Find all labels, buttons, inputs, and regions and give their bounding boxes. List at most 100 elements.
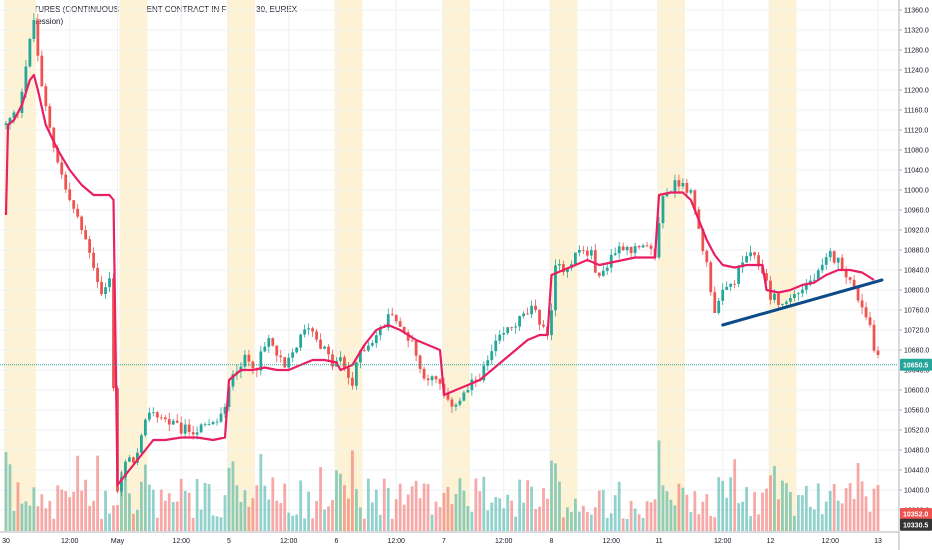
volume-bar-150 <box>601 489 605 531</box>
candle-body-16 <box>68 189 72 201</box>
price-tag-0: 10650.5 <box>900 358 932 371</box>
y-tick-label-24: 10400.0 <box>904 488 929 495</box>
volume-bar-27 <box>112 505 115 531</box>
candle-body-19 <box>80 216 84 231</box>
candle-body-215 <box>860 300 864 308</box>
candle-body-2 <box>12 112 16 119</box>
x-tick-label-7: 12:00 <box>387 538 405 545</box>
candle-body-51 <box>207 424 211 425</box>
volume-bar-120 <box>482 476 486 531</box>
candle-body-54 <box>219 413 223 422</box>
candle-body-56 <box>227 386 231 407</box>
volume-bar-72 <box>291 515 295 531</box>
volume-bar-98 <box>394 499 398 531</box>
candle-body-68 <box>275 345 279 356</box>
candle-body-41 <box>167 419 171 425</box>
volume-bar-207 <box>828 490 832 531</box>
candle-body-175 <box>701 228 705 252</box>
candle-body-160 <box>641 245 645 248</box>
candle-body-211 <box>844 270 848 278</box>
candle-body-198 <box>792 293 796 298</box>
time-axis[interactable]: 30 12:00 May 12:00 5 12:00 6 12:00 7 12:00 8 12:00 1… <box>0 531 899 545</box>
price-tag-1: 10352.0 <box>900 508 932 520</box>
volume-bar-105 <box>422 483 426 531</box>
session-band-3 <box>334 0 363 531</box>
volume-bar-216 <box>864 496 868 531</box>
candle-body-91 <box>366 345 370 351</box>
volume-bar-138 <box>554 463 557 531</box>
volume-bar-149 <box>597 490 601 531</box>
candle-body-40 <box>163 417 167 420</box>
candle-body-155 <box>621 246 625 251</box>
volume-bar-217 <box>868 511 872 531</box>
volume-bar-66 <box>267 499 271 531</box>
candle-body-55 <box>223 406 227 414</box>
volume-bar-153 <box>613 495 617 531</box>
candle-body-159 <box>637 246 641 248</box>
candle-body-8 <box>36 19 40 56</box>
candle-body-143 <box>573 252 577 265</box>
candle-body-214 <box>856 286 860 301</box>
candle-body-72 <box>291 352 295 358</box>
candle-body-81 <box>327 346 330 355</box>
trendline[interactable] <box>721 278 884 327</box>
volume-bar-2 <box>12 510 16 531</box>
volume-bar-179 <box>717 477 721 531</box>
volume-bar-171 <box>685 494 689 531</box>
candle-body-5 <box>24 66 28 92</box>
volume-bar-173 <box>693 491 697 531</box>
volume-bar-103 <box>414 480 418 531</box>
y-tick-label-11: 10920.0 <box>904 228 929 235</box>
volume-bar-26 <box>108 513 111 531</box>
candle-body-162 <box>649 245 653 249</box>
volume-bar-191 <box>765 488 768 531</box>
candle-body-77 <box>311 328 314 332</box>
candle-body-209 <box>836 257 840 263</box>
volume-bar-49 <box>199 509 203 531</box>
y-tick-label-5: 11160.0 <box>904 108 928 115</box>
candle-body-99 <box>398 321 402 327</box>
volume-bar-41 <box>167 493 171 531</box>
volume-bar-62 <box>251 498 255 531</box>
volume-bar-94 <box>378 514 382 531</box>
candle-body-69 <box>279 355 283 358</box>
volume-bar-185 <box>741 501 745 531</box>
volume-bar-130 <box>522 502 526 531</box>
x-tick-label-0: 30 <box>2 538 10 545</box>
candle-body-218 <box>872 324 876 351</box>
candle-body-44 <box>179 422 183 434</box>
price-axis[interactable]: 11360.0 11320.0 11280.0 11240.0 11200.0 11160… <box>898 0 929 550</box>
candle-body-213 <box>852 279 856 287</box>
x-tick-label-5: 12:00 <box>280 538 298 545</box>
candlesticks <box>4 13 880 497</box>
candle-body-179 <box>717 300 721 313</box>
x-tick-label-16: 13 <box>874 538 882 545</box>
volume-bar-129 <box>518 479 522 531</box>
candle-body-100 <box>402 326 406 333</box>
volume-bar-38 <box>155 517 159 531</box>
volume-bar-114 <box>458 478 462 531</box>
candle-body-149 <box>597 272 601 276</box>
volume-bar-205 <box>820 514 824 531</box>
session-band-4 <box>442 0 470 531</box>
candle-body-106 <box>426 378 430 381</box>
volume-bar-87 <box>351 450 354 531</box>
candle-body-123 <box>494 340 498 352</box>
candle-body-6 <box>28 38 32 67</box>
volume-bar-162 <box>649 502 653 531</box>
volume-bar-183 <box>733 459 737 531</box>
volume-bar-107 <box>430 514 434 531</box>
candle-body-60 <box>243 354 247 367</box>
volume-bar-20 <box>84 479 88 531</box>
candle-body-13 <box>56 147 60 163</box>
volume-bar-195 <box>781 480 784 531</box>
volume-bar-157 <box>629 500 633 531</box>
candle-body-203 <box>812 279 816 281</box>
candle-body-140 <box>562 264 565 273</box>
volume-bar-128 <box>514 516 518 531</box>
vwap-line[interactable] <box>4 73 875 487</box>
volume-bar-42 <box>171 502 175 531</box>
volume-bar-115 <box>462 490 466 531</box>
candle-body-115 <box>462 392 466 401</box>
